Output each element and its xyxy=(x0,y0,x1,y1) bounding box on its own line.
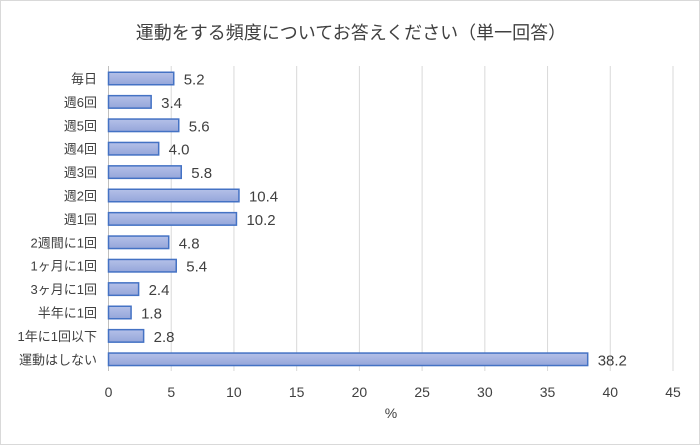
x-tick-label: 45 xyxy=(665,384,681,400)
data-label: 5.2 xyxy=(184,72,205,89)
category-label: 運動はしない xyxy=(19,352,97,367)
category-label: 週5回 xyxy=(64,118,97,133)
data-label: 4.0 xyxy=(169,142,190,159)
data-label: 3.4 xyxy=(161,95,182,112)
category-label: 週6回 xyxy=(64,95,97,110)
bar xyxy=(107,305,132,320)
x-tick-label: 20 xyxy=(352,384,368,400)
data-label: 2.8 xyxy=(154,329,175,346)
data-label: 10.2 xyxy=(246,212,275,229)
x-tick-label: 25 xyxy=(414,384,430,400)
bar xyxy=(107,235,170,250)
bar xyxy=(107,352,589,367)
category-label: 半年に1回 xyxy=(38,306,97,321)
x-tick-label: 10 xyxy=(226,384,242,400)
category-label: 週1回 xyxy=(64,212,97,227)
data-label: 1.8 xyxy=(141,306,162,323)
category-label: 毎日 xyxy=(71,72,97,87)
bar xyxy=(107,282,140,297)
data-label: 38.2 xyxy=(598,352,627,369)
bar xyxy=(107,211,238,226)
data-label: 5.8 xyxy=(191,165,212,182)
data-label: 5.4 xyxy=(186,259,207,276)
x-tick-label: 5 xyxy=(167,384,175,400)
bar xyxy=(107,328,145,343)
bar xyxy=(107,71,175,86)
category-label: 1年に1回以下 xyxy=(18,329,97,344)
category-label: 1ヶ月に1回 xyxy=(31,259,97,274)
x-tick-label: 15 xyxy=(289,384,305,400)
data-label: 4.8 xyxy=(179,235,200,252)
data-label: 5.6 xyxy=(189,118,210,135)
category-label: 週3回 xyxy=(64,165,97,180)
x-tick-label: 40 xyxy=(602,384,618,400)
bar xyxy=(107,165,183,180)
category-label: 3ヶ月に1回 xyxy=(31,282,97,297)
bar xyxy=(107,141,160,156)
bar xyxy=(107,94,152,109)
bar xyxy=(107,118,180,133)
category-label: 週4回 xyxy=(64,142,97,157)
x-tick-label: 35 xyxy=(540,384,556,400)
x-axis-label: % xyxy=(385,405,397,421)
category-label: 2週間に1回 xyxy=(31,235,97,250)
bar xyxy=(107,188,240,203)
data-label: 2.4 xyxy=(149,282,170,299)
category-label: 週2回 xyxy=(64,189,97,204)
x-tick-label: 0 xyxy=(105,384,113,400)
bar xyxy=(107,258,177,273)
chart-title: 運動をする頻度についてお答えください（単一回答） xyxy=(136,23,566,43)
x-tick-label: 30 xyxy=(477,384,493,400)
data-label: 10.4 xyxy=(249,189,278,206)
